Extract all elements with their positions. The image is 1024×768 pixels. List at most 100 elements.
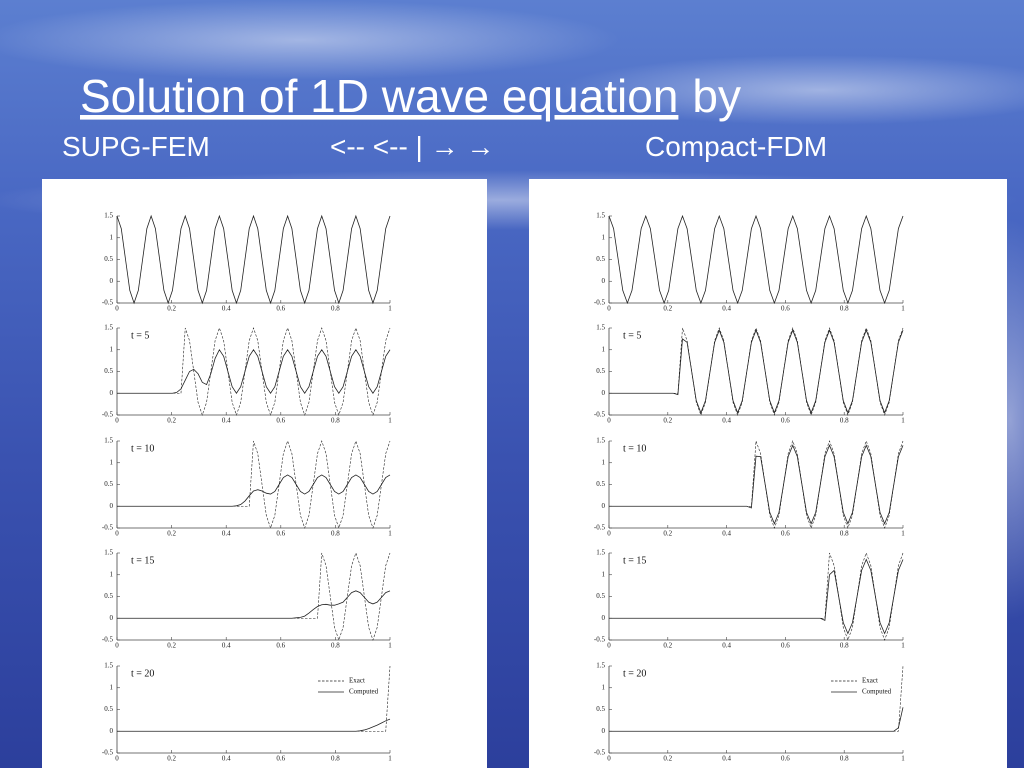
y-tick-label: 0.5	[596, 705, 605, 713]
x-tick-label: 0.2	[167, 755, 176, 763]
x-tick-label: 1	[901, 305, 905, 313]
computed-line	[117, 348, 391, 394]
x-tick-label: 0.4	[722, 642, 731, 650]
y-tick-label: -0.5	[594, 299, 606, 307]
y-tick-label: 1.5	[596, 437, 605, 445]
y-tick-label: -0.5	[102, 411, 114, 419]
y-tick-label: 0	[602, 502, 606, 510]
x-tick-label: 0	[115, 530, 119, 538]
y-tick-label: 1.5	[104, 662, 113, 670]
x-tick-label: 1	[388, 755, 392, 763]
x-tick-label: 0	[607, 755, 611, 763]
computed-line	[609, 707, 904, 732]
x-tick-label: 0.4	[722, 530, 731, 538]
slide-title: Solution of 1D wave equation by	[80, 70, 741, 122]
x-tick-label: 0.8	[840, 530, 849, 538]
x-tick-label: 0.2	[167, 642, 176, 650]
y-tick-label: 1.5	[596, 662, 605, 670]
x-tick-label: 0	[607, 305, 611, 313]
y-tick-label: 1	[602, 233, 606, 241]
x-tick-label: 0	[607, 642, 611, 650]
y-tick-label: 1.5	[596, 324, 605, 332]
x-tick-label: 0.8	[840, 417, 849, 425]
y-tick-label: 1.5	[104, 212, 113, 220]
y-tick-label: 1.5	[596, 549, 605, 557]
subplot-label: t = 10	[131, 443, 154, 454]
y-tick-label: 1	[110, 345, 114, 353]
y-tick-label: 1	[110, 683, 114, 691]
y-tick-label: 0	[602, 727, 606, 735]
y-tick-label: -0.5	[594, 749, 606, 757]
x-tick-label: 0.6	[781, 642, 790, 650]
subplot-label: t = 15	[623, 555, 646, 566]
computed-line	[609, 329, 904, 414]
x-tick-label: 0.6	[276, 305, 285, 313]
y-tick-label: 0.5	[596, 255, 605, 263]
y-tick-label: 1	[110, 570, 114, 578]
y-tick-label: 1	[110, 233, 114, 241]
y-tick-label: -0.5	[102, 299, 114, 307]
y-tick-label: -0.5	[594, 524, 606, 532]
x-tick-label: 1	[901, 530, 905, 538]
subplot-label: t = 20	[131, 668, 154, 679]
y-tick-label: 1	[602, 458, 606, 466]
x-tick-label: 0.2	[167, 417, 176, 425]
method-label: SUPG-FEM	[62, 131, 210, 162]
y-tick-label: 0.5	[596, 592, 605, 600]
method-label: Compact-FDM	[645, 131, 827, 162]
x-tick-label: 1	[901, 642, 905, 650]
x-tick-label: 0.4	[222, 417, 231, 425]
x-tick-label: 0.4	[222, 530, 231, 538]
x-tick-label: 0	[115, 755, 119, 763]
computed-line	[117, 718, 391, 732]
y-tick-label: 0.5	[104, 480, 113, 488]
y-tick-label: 1.5	[596, 212, 605, 220]
x-tick-label: 1	[901, 417, 905, 425]
x-tick-label: 0.2	[663, 530, 672, 538]
legend-label: Exact	[862, 677, 878, 685]
x-tick-label: 0	[115, 642, 119, 650]
y-tick-label: 1.5	[104, 437, 113, 445]
x-tick-label: 0.2	[663, 417, 672, 425]
x-tick-label: 0	[115, 305, 119, 313]
x-tick-label: 0.4	[222, 642, 231, 650]
x-tick-label: 0.8	[331, 642, 340, 650]
x-tick-label: 0.6	[276, 417, 285, 425]
x-tick-label: 0.6	[276, 530, 285, 538]
x-tick-label: 0.2	[663, 642, 672, 650]
cloud	[560, 55, 1024, 125]
y-tick-label: 0.5	[104, 367, 113, 375]
x-tick-label: 1	[901, 755, 905, 763]
x-tick-label: 0.2	[663, 305, 672, 313]
y-tick-label: 0	[110, 502, 114, 510]
x-tick-label: 0.6	[781, 530, 790, 538]
y-tick-label: 0	[602, 277, 606, 285]
x-tick-label: 0.8	[331, 417, 340, 425]
y-tick-label: 1	[602, 683, 606, 691]
x-tick-label: 0.6	[781, 755, 790, 763]
x-tick-label: 0	[607, 417, 611, 425]
x-tick-label: 0.6	[276, 755, 285, 763]
y-tick-label: 1	[110, 458, 114, 466]
y-tick-label: 0.5	[104, 705, 113, 713]
subplot-label: t = 5	[623, 330, 641, 341]
y-tick-label: -0.5	[594, 411, 606, 419]
computed-line	[117, 474, 391, 507]
subplot-label: t = 15	[131, 555, 154, 566]
x-tick-label: 0.2	[167, 530, 176, 538]
subplot-label: t = 10	[623, 443, 646, 454]
legend-label: Exact	[349, 677, 365, 685]
cloud	[0, 0, 620, 80]
x-tick-label: 0	[607, 530, 611, 538]
computed-line	[116, 214, 391, 305]
y-tick-label: 0	[110, 614, 114, 622]
x-tick-label: 1	[388, 417, 392, 425]
arrows: <-- <-- | → →	[330, 131, 494, 162]
y-tick-label: 1.5	[104, 549, 113, 557]
y-tick-label: 0.5	[596, 367, 605, 375]
y-tick-label: -0.5	[102, 524, 114, 532]
title-main: Solution of 1D wave equation	[80, 70, 678, 122]
x-tick-label: 0	[115, 417, 119, 425]
x-tick-label: 0.8	[840, 642, 849, 650]
